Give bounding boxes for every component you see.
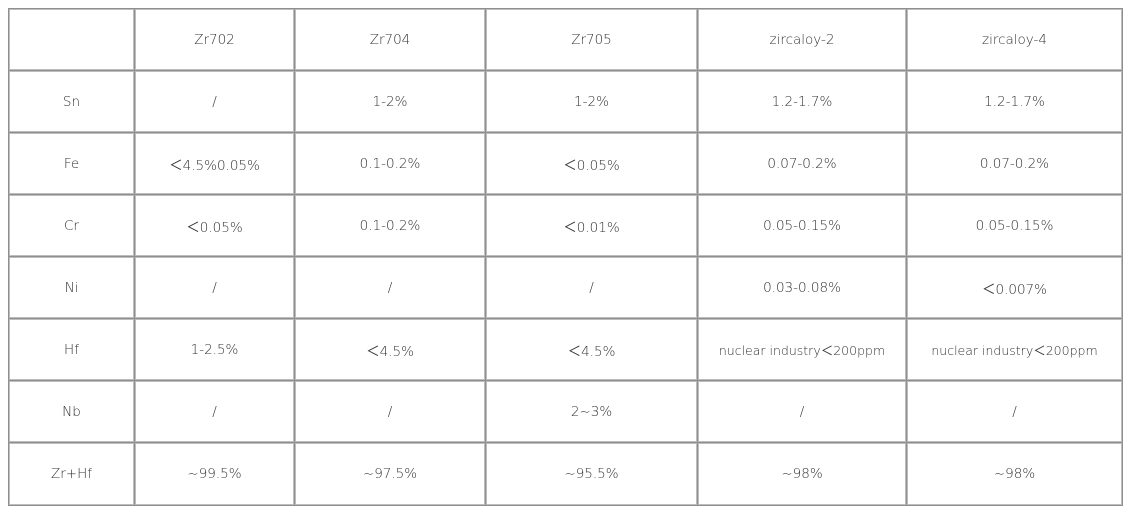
table-cell: 0.07-0.2% — [698, 133, 907, 195]
table-cell: ＜0.007% — [907, 257, 1123, 319]
table-row-cr: Cr ＜0.05% 0.1-0.2% ＜0.01% 0.05-0.15% 0.0… — [9, 195, 1123, 257]
table-row-ni: Ni / / / 0.03-0.08% ＜0.007% — [9, 257, 1123, 319]
table-cell: 2~3% — [486, 381, 698, 443]
table-cell: ~95.5% — [486, 443, 698, 506]
table-cell: / — [295, 381, 486, 443]
table-cell: / — [135, 257, 295, 319]
table-cell: / — [135, 71, 295, 133]
table-cell: ~99.5% — [135, 443, 295, 506]
header-cell-zr702: Zr702 — [135, 9, 295, 71]
header-cell-empty — [9, 9, 135, 71]
table-cell: / — [486, 257, 698, 319]
table-cell: ＜0.05% — [486, 133, 698, 195]
table-cell: 1-2% — [295, 71, 486, 133]
table-cell: 0.1-0.2% — [295, 195, 486, 257]
table-cell: 0.1-0.2% — [295, 133, 486, 195]
table-cell: / — [295, 257, 486, 319]
table-cell: nuclear industry＜200ppm — [698, 319, 907, 381]
table-cell: ＜4.5% — [486, 319, 698, 381]
table-cell: ＜0.05% — [135, 195, 295, 257]
table-row-fe: Fe ＜4.5%0.05% 0.1-0.2% ＜0.05% 0.07-0.2% … — [9, 133, 1123, 195]
table-cell: 0.07-0.2% — [907, 133, 1123, 195]
table-cell: ＜0.01% — [486, 195, 698, 257]
table-cell: ~98% — [907, 443, 1123, 506]
row-label-cell: Cr — [9, 195, 135, 257]
header-cell-zr704: Zr704 — [295, 9, 486, 71]
row-label-cell: Fe — [9, 133, 135, 195]
header-cell-zr705: Zr705 — [486, 9, 698, 71]
table-cell: / — [907, 381, 1123, 443]
table-cell: 0.03-0.08% — [698, 257, 907, 319]
table-cell: 0.05-0.15% — [698, 195, 907, 257]
table-cell: / — [698, 381, 907, 443]
row-label-cell: Nb — [9, 381, 135, 443]
row-label-cell: Ni — [9, 257, 135, 319]
table-row-sn: Sn / 1-2% 1-2% 1.2-1.7% 1.2-1.7% — [9, 71, 1123, 133]
table-cell: ＜4.5%0.05% — [135, 133, 295, 195]
table-cell: 1.2-1.7% — [698, 71, 907, 133]
table-cell: 1-2.5% — [135, 319, 295, 381]
table-cell: 1.2-1.7% — [907, 71, 1123, 133]
table-row-zr-hf: Zr+Hf ~99.5% ~97.5% ~95.5% ~98% ~98% — [9, 443, 1123, 506]
table-cell: 1-2% — [486, 71, 698, 133]
row-label-cell: Hf — [9, 319, 135, 381]
composition-table-wrapper: Zr702 Zr704 Zr705 zircaloy-2 zircaloy-4 … — [8, 8, 1123, 506]
table-cell: / — [135, 381, 295, 443]
table-cell: 0.05-0.15% — [907, 195, 1123, 257]
header-cell-zircaloy-2: zircaloy-2 — [698, 9, 907, 71]
table-row-nb: Nb / / 2~3% / / — [9, 381, 1123, 443]
table-cell: nuclear industry＜200ppm — [907, 319, 1123, 381]
table-cell: ~98% — [698, 443, 907, 506]
row-label-cell: Sn — [9, 71, 135, 133]
table-cell: ＜4.5% — [295, 319, 486, 381]
row-label-cell: Zr+Hf — [9, 443, 135, 506]
table-header-row: Zr702 Zr704 Zr705 zircaloy-2 zircaloy-4 — [9, 9, 1123, 71]
table-row-hf: Hf 1-2.5% ＜4.5% ＜4.5% nuclear industry＜2… — [9, 319, 1123, 381]
table-cell: ~97.5% — [295, 443, 486, 506]
header-cell-zircaloy-4: zircaloy-4 — [907, 9, 1123, 71]
composition-table: Zr702 Zr704 Zr705 zircaloy-2 zircaloy-4 … — [8, 8, 1123, 506]
